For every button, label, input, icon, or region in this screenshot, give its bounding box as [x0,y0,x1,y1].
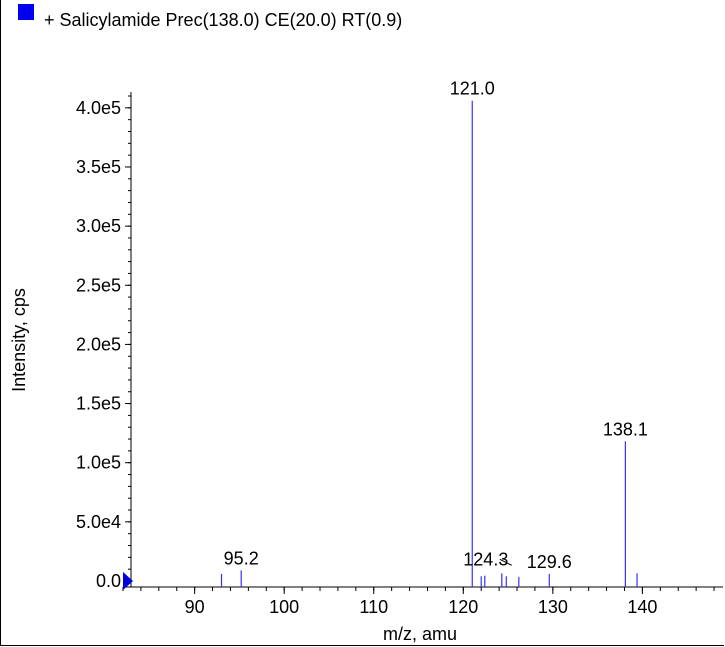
y-tick-label: 3.5e5 [76,157,121,177]
peak-label: 95.2 [224,548,259,568]
chart-title: + Salicylamide Prec(138.0) CE(20.0) RT(0… [44,10,402,30]
x-tick-label: 100 [269,597,299,617]
x-tick-label: 110 [359,597,388,617]
y-axis-title: Intensity, cps [9,288,29,392]
y-tick-label: 2.0e5 [76,334,121,354]
axes: 0.0 5.0e4 1.0e5 1.5e5 2.0e5 2.5e5 3.0e5 3.5e5 4.… [76,92,723,617]
y-tick-label: 4.0e5 [76,98,121,118]
peak-label: 138.1 [603,419,648,439]
y-tick-label: 0.0 [96,571,121,591]
peak-label: 124.3 [463,549,508,569]
x-tick-label: 140 [627,597,657,617]
peak-label: 129.6 [527,552,572,572]
peak-label-leader [499,558,513,566]
y-tick-label: 5.0e4 [76,512,121,532]
y-tick-label: 1.0e5 [76,453,121,473]
spectrum-peaks [220,100,638,587]
peak-labels: 121.0 138.1 95.2 124.3 129.6 [224,79,648,572]
y-tick-label: 1.5e5 [76,394,121,414]
y-tick-label: 3.0e5 [76,216,121,236]
y-tick-label: 2.5e5 [76,275,121,295]
cursor-triangle-icon[interactable] [123,572,133,590]
x-tick-label: 130 [538,597,568,617]
x-tick-label: 90 [185,597,205,617]
peak-label: 121.0 [450,79,495,99]
x-axis-title: m/z, amu [383,624,457,644]
legend-marker[interactable] [18,4,34,20]
x-tick-label: 120 [448,597,478,617]
